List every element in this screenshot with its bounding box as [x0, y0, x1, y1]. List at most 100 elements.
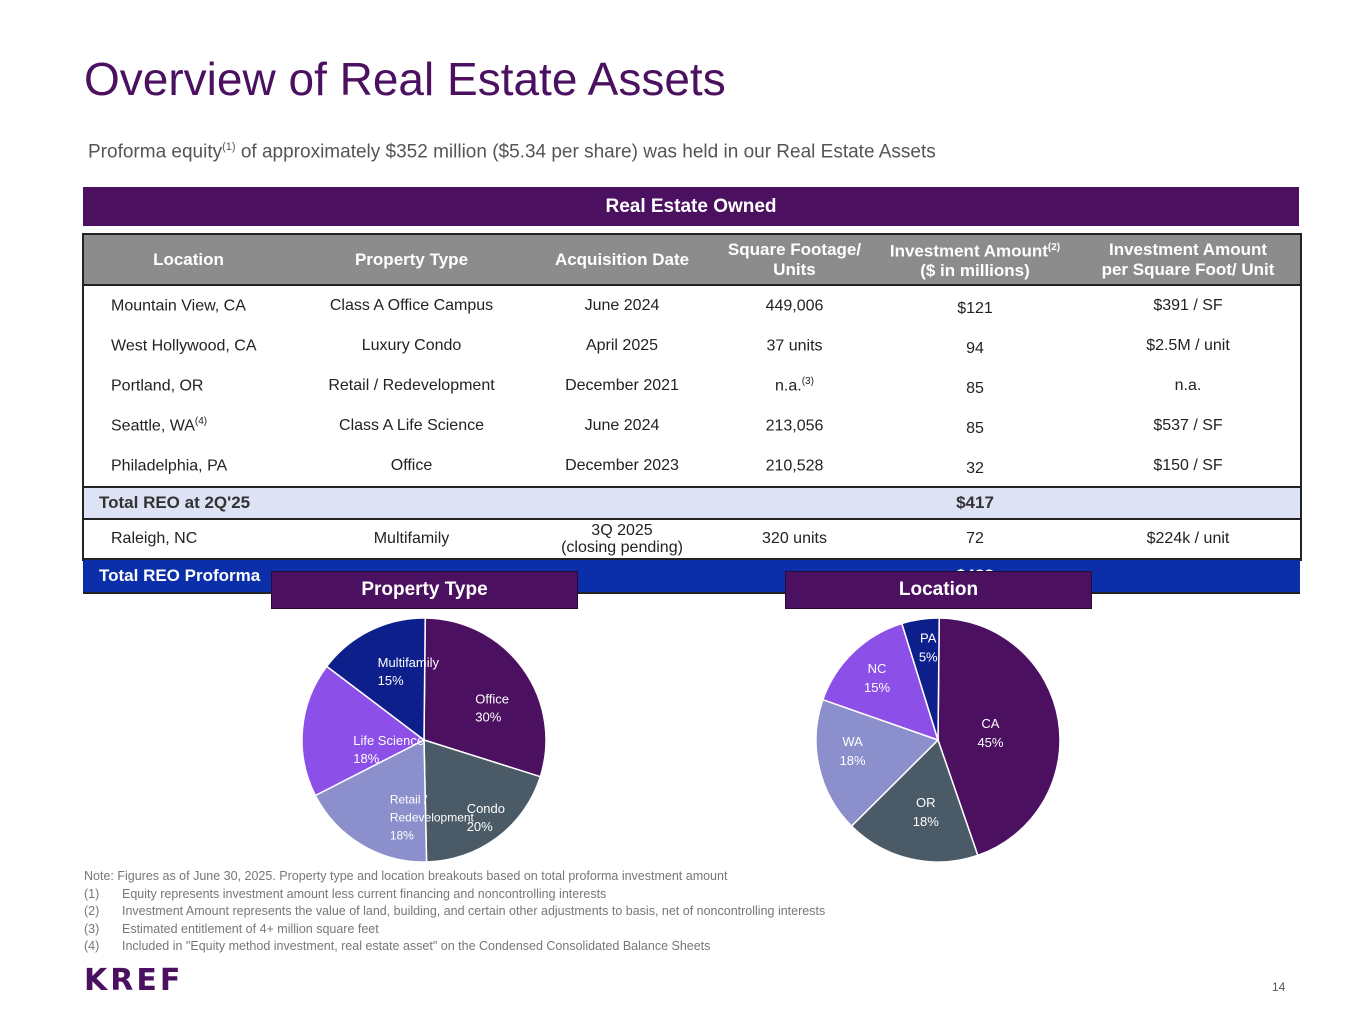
- reo-band-header: Real Estate Owned: [83, 187, 1299, 226]
- total-proforma-row: Total REO Proforma $488: [83, 559, 1300, 594]
- total-proforma-label: Total REO Proforma: [83, 559, 294, 594]
- cell-property-type: Class A Life Science: [339, 417, 484, 434]
- cell-location: Mountain View, CA: [111, 297, 246, 315]
- location-title: Location: [785, 571, 1092, 609]
- footnote-marker: (3): [801, 376, 814, 388]
- table-header-row: Location Property Type Acquisition Date …: [83, 233, 1300, 286]
- cell-investment: 94: [966, 340, 984, 357]
- pie-label: Life Science 18%: [353, 733, 424, 766]
- cell-per-unit: $391 / SF: [1153, 297, 1223, 314]
- table-row: Mountain View, CA Class A Office Campus Ju…: [83, 285, 1300, 326]
- cell-property-type: Retail / Redevelopment: [328, 377, 495, 394]
- cell-property-type: Multifamily: [294, 519, 529, 560]
- table-row: Philadelphia, PA Office December 2023 210,5…: [83, 446, 1300, 487]
- table-row: West Hollywood, CA Luxury Condo April 2025…: [83, 326, 1300, 366]
- subtitle-pre: Proforma equity: [88, 141, 223, 163]
- cell-per-unit: $2.5M / unit: [1146, 337, 1230, 354]
- cell-location: West Hollywood, CA: [111, 337, 257, 355]
- pie-slice-life-science: [301, 665, 426, 797]
- cell-acquisition-date: December 2023: [565, 457, 679, 474]
- pie-slice-office: [423, 617, 547, 778]
- date-line2: (closing pending): [561, 538, 683, 556]
- footnote-key: (3): [84, 921, 100, 936]
- col-inv-footnote: (2): [1047, 241, 1061, 253]
- cell-location: Philadelphia, PA: [111, 457, 228, 475]
- footnote-item: (4) Included in "Equity method investment…: [84, 938, 825, 956]
- location-pie: CA 45% OR 18% WA 18% NC 15% PA 5%: [815, 617, 1061, 863]
- footnotes: Note: Figures as of June 30, 2025. Prope…: [84, 868, 825, 956]
- subtitle-footnote: (1): [222, 141, 236, 153]
- cell-location: Portland, OR: [111, 377, 204, 395]
- col-per-line1: Investment Amount: [1108, 239, 1268, 259]
- pie-label: Office 30%: [475, 691, 509, 724]
- pie-slice-retail-redevelopment: [314, 738, 428, 863]
- footnote-text: Investment Amount represents the value o…: [122, 904, 826, 918]
- cell-acquisition-date: April 2025: [585, 337, 659, 354]
- cell-acquisition-date: June 2024: [584, 417, 660, 434]
- cell-per-unit: n.a.: [1174, 377, 1202, 394]
- total-reo-value: $417: [874, 486, 1076, 520]
- cell-acquisition-date: 3Q 2025 (closing pending): [529, 519, 715, 560]
- cell-per-unit: $150 / SF: [1153, 457, 1223, 474]
- pie-label: NC 15%: [864, 661, 890, 695]
- page-title: Overview of Real Estate Assets: [84, 53, 726, 105]
- cell-square-footage: 210,528: [765, 457, 824, 475]
- pie-label: PA 5%: [919, 630, 938, 664]
- cell-investment: 85: [966, 380, 984, 397]
- property-type-title: Property Type: [271, 571, 578, 609]
- total-reo-label: Total REO at 2Q'25: [83, 486, 294, 520]
- cell-location: Seattle, WA(4): [111, 416, 208, 435]
- cell-property-type: Class A Office Campus: [329, 297, 494, 314]
- subtitle-post: of approximately $352 million ($5.34 per…: [235, 141, 936, 163]
- col-sqft-line1: Square Footage/: [727, 239, 862, 259]
- pie-label: OR 18%: [913, 795, 939, 829]
- pie-label: Retail / Redevelopment 18%: [390, 792, 475, 842]
- footnote-intro: Note: Figures as of June 30, 2025. Prope…: [84, 869, 728, 883]
- pie-label: Multifamily 15%: [378, 655, 440, 688]
- cell-investment: 32: [966, 460, 984, 477]
- pie-slice-pa: [900, 617, 940, 741]
- footnote-text: Equity represents investment amount less…: [122, 886, 607, 901]
- cell-square-footage: 449,006: [765, 297, 824, 315]
- cell-property-type: Office: [390, 457, 433, 474]
- footnote-text: Estimated entitlement of 4+ million squa…: [122, 921, 379, 936]
- cell-square-footage: 213,056: [765, 417, 824, 435]
- footnote-marker: (4): [194, 416, 208, 428]
- col-square-footage: Square Footage/Units: [715, 233, 874, 286]
- col-acquisition-date: Acquisition Date: [529, 233, 715, 286]
- pie-slice-wa: [815, 698, 940, 828]
- table-row: Portland, OR Retail / Redevelopment Decemb…: [83, 366, 1300, 406]
- footnote-item: (2) Investment Amount represents the valu…: [84, 903, 825, 921]
- footnote-key: (4): [84, 939, 100, 953]
- col-sqft-line2: Units: [773, 259, 816, 279]
- cell-square-footage: 37 units: [766, 337, 823, 355]
- col-inv-line2: ($ in millions): [920, 261, 1030, 281]
- footnote-item: (1) Equity represents investment amount l…: [84, 886, 825, 904]
- cell-acquisition-date: June 2024: [584, 297, 660, 314]
- cell-per-unit: $224k / unit: [1076, 519, 1300, 560]
- table-outline: [82, 233, 1302, 561]
- subtitle: Proforma equity(1) of approximately $352…: [88, 141, 936, 163]
- pie-label: WA 18%: [840, 734, 866, 768]
- page-number: 14: [1272, 980, 1286, 994]
- cell-square-footage: 320 units: [715, 519, 874, 560]
- cell-investment: $121: [957, 300, 993, 317]
- col-investment-amount: Investment Amount(2) ($ in millions): [874, 233, 1076, 286]
- pie-label: Condo 20%: [467, 801, 505, 834]
- footnote-text: Included in "Equity method investment, r…: [122, 939, 711, 953]
- pie-slice-or: [850, 738, 979, 863]
- total-reo-row: Total REO at 2Q'25 $417: [83, 486, 1300, 520]
- pie-slice-ca: [937, 617, 1061, 857]
- table-row-raleigh: Raleigh, NC Multifamily 3Q 2025 (closing …: [83, 519, 1300, 560]
- date-line1: 3Q 2025: [591, 521, 653, 539]
- col-inv-line1: Investment Amount: [889, 241, 1048, 261]
- cell-location: Raleigh, NC: [83, 519, 294, 560]
- kref-logo: KREF: [84, 963, 184, 998]
- cell-per-unit: $537 / SF: [1153, 417, 1223, 434]
- pie-label: CA 45%: [977, 716, 1003, 750]
- cell-square-footage: n.a.(3): [775, 376, 814, 395]
- cell-property-type: Luxury Condo: [361, 337, 462, 354]
- col-investment-per-unit: Investment Amount per Square Foot/ Unit: [1076, 233, 1300, 286]
- property-type-pie: Office 30% Condo 20%Retail / Redevelopment 18…: [301, 617, 547, 863]
- footnote-key: (2): [84, 904, 100, 918]
